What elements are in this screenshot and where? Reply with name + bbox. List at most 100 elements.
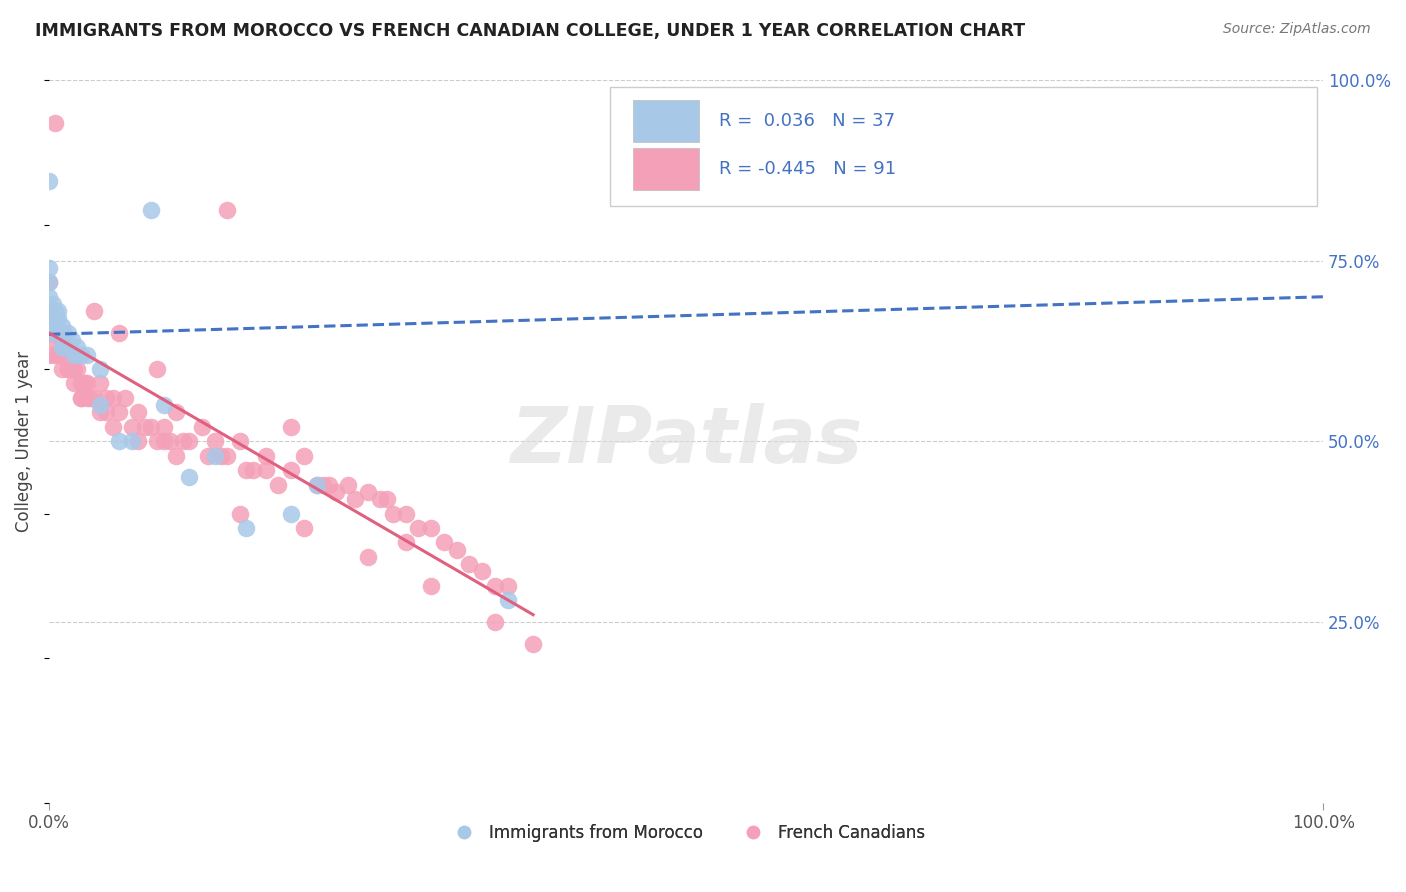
Point bbox=[152, 398, 174, 412]
Point bbox=[38, 260, 60, 275]
Point bbox=[56, 340, 79, 354]
Point bbox=[89, 398, 111, 412]
Text: R =  0.036   N = 37: R = 0.036 N = 37 bbox=[720, 112, 896, 130]
Point bbox=[522, 637, 544, 651]
Point bbox=[356, 484, 378, 499]
Point bbox=[53, 340, 76, 354]
Point bbox=[60, 362, 83, 376]
Point bbox=[318, 477, 340, 491]
Point bbox=[127, 405, 149, 419]
Point bbox=[56, 362, 79, 376]
Point bbox=[46, 326, 69, 340]
Point bbox=[471, 565, 494, 579]
Point bbox=[312, 477, 335, 491]
Point bbox=[89, 376, 111, 391]
Point bbox=[38, 275, 60, 289]
Point bbox=[83, 391, 105, 405]
Point bbox=[197, 449, 219, 463]
Point bbox=[408, 521, 430, 535]
Point bbox=[63, 376, 86, 391]
Point bbox=[484, 579, 506, 593]
Point bbox=[242, 463, 264, 477]
Point bbox=[433, 535, 456, 549]
Y-axis label: College, Under 1 year: College, Under 1 year bbox=[15, 351, 32, 532]
Point bbox=[48, 348, 70, 362]
Point bbox=[496, 593, 519, 607]
Point bbox=[179, 470, 201, 484]
Point bbox=[42, 311, 65, 326]
Point bbox=[217, 202, 239, 217]
Point bbox=[51, 326, 73, 340]
Point bbox=[66, 340, 89, 354]
Point bbox=[76, 376, 98, 391]
Point bbox=[46, 311, 69, 326]
Point bbox=[280, 420, 302, 434]
Text: R = -0.445   N = 91: R = -0.445 N = 91 bbox=[720, 160, 896, 178]
FancyBboxPatch shape bbox=[633, 147, 699, 190]
Point bbox=[51, 362, 73, 376]
Point bbox=[172, 434, 194, 449]
Point bbox=[51, 333, 73, 347]
Point bbox=[38, 348, 60, 362]
Point bbox=[66, 362, 89, 376]
Point bbox=[38, 304, 60, 318]
Point bbox=[38, 290, 60, 304]
Point bbox=[38, 326, 60, 340]
Point bbox=[267, 477, 290, 491]
Point bbox=[38, 174, 60, 188]
Point bbox=[114, 391, 136, 405]
Point bbox=[121, 434, 143, 449]
Point bbox=[325, 484, 347, 499]
Point bbox=[134, 420, 156, 434]
Point bbox=[101, 420, 124, 434]
Point bbox=[484, 615, 506, 629]
Point bbox=[76, 391, 98, 405]
Point bbox=[356, 549, 378, 564]
Point bbox=[89, 405, 111, 419]
Point bbox=[305, 477, 328, 491]
Point bbox=[56, 348, 79, 362]
Point bbox=[76, 348, 98, 362]
Point bbox=[51, 340, 73, 354]
Point bbox=[446, 542, 468, 557]
Point bbox=[53, 326, 76, 340]
Point bbox=[96, 405, 118, 419]
Point bbox=[127, 434, 149, 449]
Point bbox=[69, 376, 91, 391]
Point bbox=[165, 449, 187, 463]
Point bbox=[368, 492, 391, 507]
Point bbox=[83, 304, 105, 318]
Point bbox=[235, 521, 257, 535]
Point bbox=[292, 449, 315, 463]
Point bbox=[395, 507, 418, 521]
Point bbox=[305, 477, 328, 491]
Point bbox=[89, 362, 111, 376]
Point bbox=[60, 333, 83, 347]
Point bbox=[108, 405, 131, 419]
Point bbox=[63, 348, 86, 362]
Point bbox=[159, 434, 181, 449]
Legend: Immigrants from Morocco, French Canadians: Immigrants from Morocco, French Canadian… bbox=[440, 817, 932, 848]
Point bbox=[179, 434, 201, 449]
Point bbox=[209, 449, 232, 463]
Point bbox=[229, 507, 252, 521]
Point bbox=[395, 535, 418, 549]
Point bbox=[292, 521, 315, 535]
Point bbox=[101, 391, 124, 405]
Point bbox=[69, 391, 91, 405]
Point bbox=[73, 376, 96, 391]
Point bbox=[38, 304, 60, 318]
Point bbox=[44, 304, 66, 318]
Point bbox=[38, 275, 60, 289]
Point bbox=[496, 579, 519, 593]
Point bbox=[44, 116, 66, 130]
Point bbox=[108, 326, 131, 340]
Point bbox=[217, 449, 239, 463]
FancyBboxPatch shape bbox=[633, 100, 699, 143]
Point bbox=[280, 507, 302, 521]
Point bbox=[44, 333, 66, 347]
Point bbox=[139, 420, 162, 434]
Point bbox=[146, 434, 169, 449]
Point bbox=[343, 492, 366, 507]
Point bbox=[280, 463, 302, 477]
